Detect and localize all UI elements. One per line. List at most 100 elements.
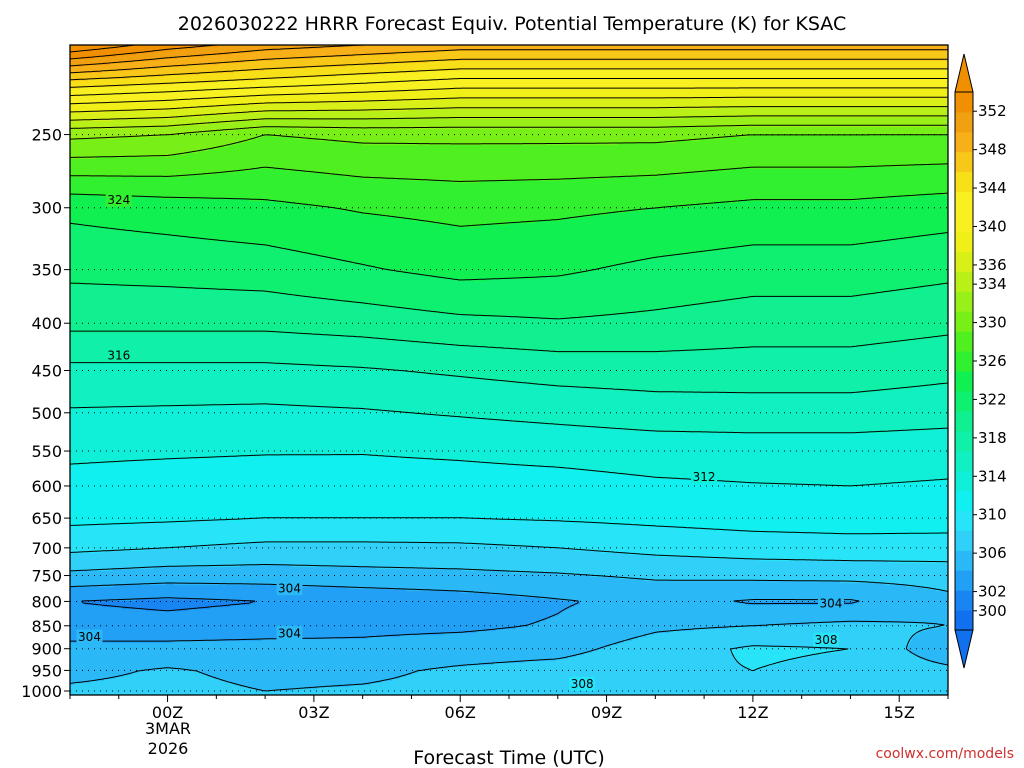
contour-label-304-4: 304 (817, 595, 844, 610)
contour-326 (70, 163, 949, 182)
colorbar-segment-318 (955, 410, 973, 432)
colorbar-segment-350 (955, 92, 973, 113)
colorbar-segment-344 (955, 151, 973, 173)
y-tick-950: 950 (31, 661, 62, 680)
y-tick-650: 650 (31, 509, 62, 528)
y-tick-450: 450 (31, 361, 62, 380)
colorbar-segment-334 (955, 251, 973, 272)
colorbar-segment-336 (955, 231, 973, 252)
x-axis: 00Z 03Z 06Z 09Z 12Z 15Z (69, 695, 949, 722)
colorbar-segment-340 (955, 191, 973, 213)
colorbar-tick-334: 334 (978, 275, 1007, 293)
colorbar-segment-348 (955, 111, 973, 133)
contour-label-304-3: 304 (276, 581, 303, 596)
contour-label-324-0: 324 (105, 192, 132, 207)
y-tick-600: 600 (31, 477, 62, 496)
colorbar-tick-322: 322 (978, 390, 1007, 408)
contour-316 (70, 362, 949, 394)
y-tick-800: 800 (31, 592, 62, 611)
x-tick-15Z: 15Z (884, 703, 915, 722)
y-tick-400: 400 (31, 314, 62, 333)
contour-312 (69, 454, 948, 487)
y-tick-250: 250 (31, 126, 62, 145)
x-tick-03Z: 03Z (298, 703, 329, 722)
x-tick-12Z: 12Z (737, 703, 768, 722)
colorbar-tick-340: 340 (978, 218, 1007, 236)
y-tick-700: 700 (31, 539, 62, 558)
colorbar-segment-312 (955, 470, 973, 492)
contour-320 (69, 282, 949, 320)
colorbar-tick-352: 352 (978, 102, 1007, 120)
colorbar-tick-300: 300 (978, 602, 1007, 620)
contour-label-308-7: 308 (813, 632, 840, 647)
colorbar-segment-304 (955, 550, 973, 571)
colorbar-segment-298 (955, 610, 973, 631)
x-tick-06Z: 06Z (445, 703, 476, 722)
colorbar-top-arrow (954, 53, 974, 93)
contour-330 (70, 124, 948, 140)
contour-342 (69, 68, 948, 88)
svg-text:308: 308 (571, 677, 594, 691)
contour-334 (69, 106, 948, 121)
colorbar-segment-328 (955, 311, 973, 332)
contour-314 (70, 403, 949, 434)
contour-336 (69, 96, 948, 113)
colorbar-segment-320 (955, 390, 973, 412)
contour-322 (69, 222, 949, 281)
x-date-label-month: 3MAR (145, 719, 191, 738)
contour-label-316-1: 316 (105, 348, 132, 363)
contour-344 (69, 58, 948, 81)
colorbar-tick-314: 314 (978, 467, 1007, 485)
svg-text:312: 312 (693, 470, 716, 484)
colorbar-bottom-arrow (954, 629, 974, 669)
y-tick-900: 900 (31, 640, 62, 659)
colorbar-tick-348: 348 (978, 141, 1007, 159)
y-tick-1000: 1000 (21, 682, 62, 701)
svg-text:316: 316 (107, 349, 130, 363)
y-tick-750: 750 (31, 567, 62, 586)
colorbar-segment-300 (955, 590, 973, 611)
svg-text:304: 304 (78, 630, 101, 644)
y-tick-850: 850 (31, 617, 62, 636)
colorbar-segment-316 (955, 430, 973, 452)
plot-area: 324 316 312 304 304 304 304 308 308 (69, 44, 949, 695)
contour-302 (81, 597, 256, 612)
x-axis-label: Forecast Time (UTC) (413, 747, 604, 768)
colorbar-tick-306: 306 (978, 544, 1007, 562)
colorbar-tick-330: 330 (978, 314, 1007, 332)
colorbar-tick-344: 344 (978, 179, 1007, 197)
colorbar-tick-302: 302 (978, 583, 1007, 601)
colorbar-segment-306 (955, 530, 973, 551)
colorbar-tick-318: 318 (978, 429, 1007, 447)
x-date-label-year: 2026 (148, 739, 189, 758)
svg-text:324: 324 (107, 193, 130, 207)
svg-text:304: 304 (819, 596, 842, 610)
colorbar-segment-326 (955, 331, 973, 352)
x-tick-09Z: 09Z (591, 703, 622, 722)
colorbar-segment-342 (955, 171, 973, 193)
contour-338 (69, 87, 948, 105)
contour-318 (70, 330, 949, 353)
colorbar-segment-308 (955, 510, 973, 531)
y-tick-300: 300 (31, 199, 62, 218)
colorbar-segment-314 (955, 450, 973, 472)
contour-332 (70, 115, 948, 129)
contour-label-312-2: 312 (691, 469, 718, 484)
contour-label-304-6: 304 (276, 625, 303, 640)
colorbar-segment-346 (955, 131, 973, 153)
colorbar-segment-330 (955, 291, 973, 312)
y-tick-550: 550 (31, 442, 62, 461)
chart-title: 2026030222 HRRR Forecast Equiv. Potentia… (178, 13, 847, 35)
colorbar-segment-322 (955, 370, 973, 392)
contour-label-304-5: 304 (76, 629, 103, 644)
colorbar-segment-338 (955, 211, 973, 232)
colorbar-tick-336: 336 (978, 256, 1007, 274)
colorbar-segment-324 (955, 351, 973, 372)
y-tick-500: 500 (31, 404, 62, 423)
colorbar-tick-310: 310 (978, 506, 1007, 524)
credit-text: coolwx.com/models (876, 746, 1014, 762)
colorbar-tick-326: 326 (978, 352, 1007, 370)
colorbar-segment-332 (955, 271, 973, 292)
